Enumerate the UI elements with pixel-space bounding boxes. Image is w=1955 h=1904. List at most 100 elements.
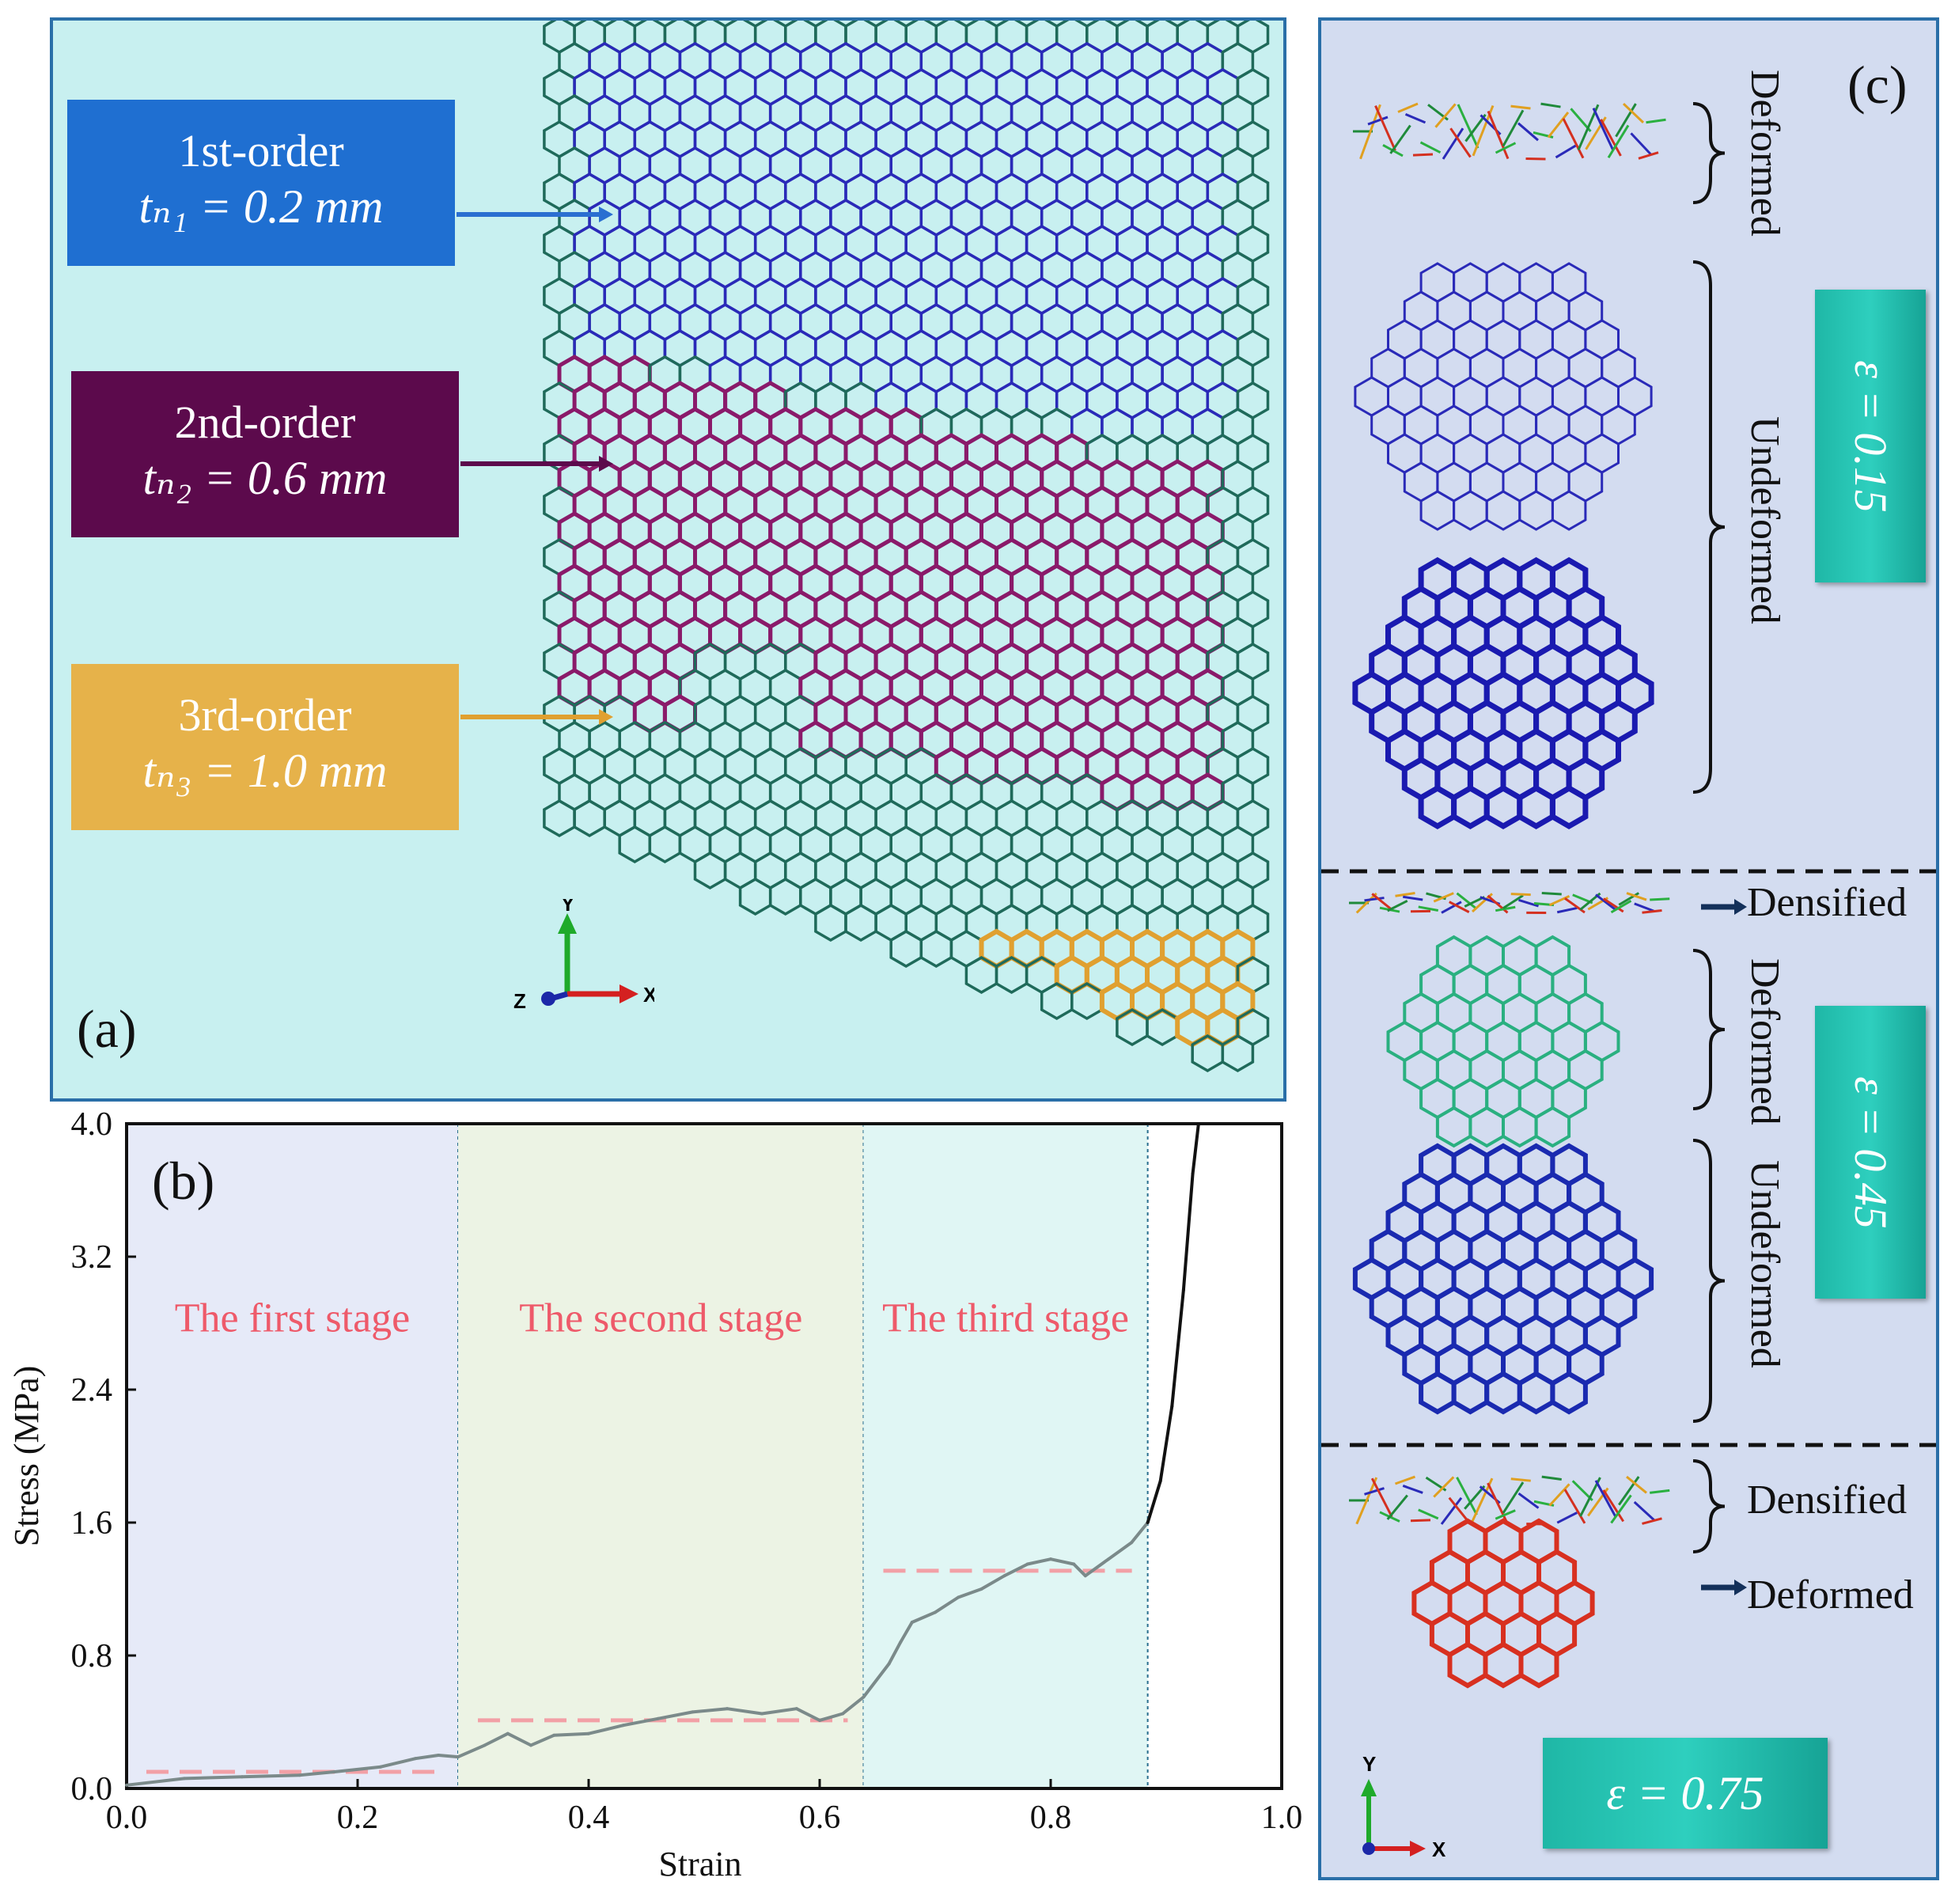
sample-cell xyxy=(1419,490,1456,531)
honeycomb-cell xyxy=(573,798,606,838)
sample-cell xyxy=(1453,490,1488,531)
section2-undeformed-label: Undeformed xyxy=(1742,1160,1787,1368)
section2-undeformed-brace xyxy=(1692,1139,1726,1423)
crushed-strut xyxy=(1634,902,1655,912)
crushed-strut xyxy=(1402,1485,1423,1494)
section2-undeformed-sample xyxy=(1352,1143,1654,1415)
curve-segment xyxy=(1083,1557,1110,1578)
honeycomb-cell xyxy=(1070,981,1104,1021)
curve-segment xyxy=(241,1773,301,1779)
strain-015-value: ε = 0.15 xyxy=(1844,359,1896,513)
crushed-strut xyxy=(1600,119,1622,157)
stage-region-3 xyxy=(863,1124,1148,1788)
sample-cell xyxy=(1451,784,1490,830)
sample-cell xyxy=(1483,784,1523,830)
crushed-strut xyxy=(1626,892,1647,901)
crushed-strut xyxy=(1646,118,1666,124)
sample-cell xyxy=(1518,490,1554,531)
honeycomb-cell xyxy=(964,955,998,995)
crushed-strut xyxy=(1562,118,1585,159)
curve-segment xyxy=(125,1777,186,1787)
sample-cell xyxy=(1549,784,1589,830)
honeycomb-cell xyxy=(618,825,652,864)
crushed-strut xyxy=(1650,897,1670,901)
crushed-strut xyxy=(1367,116,1389,126)
x-tick-label: 0.0 xyxy=(106,1800,148,1836)
curve-segment xyxy=(1107,1541,1134,1561)
curve-segment xyxy=(691,1707,729,1714)
crushed-strut xyxy=(1448,1496,1470,1523)
curve-segment xyxy=(899,1621,914,1644)
x-axis-label: X xyxy=(643,983,654,1007)
sample-cell xyxy=(1418,784,1457,830)
crushed-strut xyxy=(1441,901,1462,914)
x-axis-title: Strain xyxy=(658,1845,741,1883)
curve-segment xyxy=(910,1610,937,1624)
sample-cell xyxy=(1451,1371,1490,1415)
stress-strain-chart: The first stage The second stage The third… xyxy=(7,1106,1303,1883)
order-leader-arrowhead-3 xyxy=(599,709,613,725)
x-tick-label: 1.0 xyxy=(1261,1800,1303,1836)
axis-triad-a: Y X Z xyxy=(513,899,654,1013)
y-axis-title: Stress (MPa) xyxy=(7,1366,46,1547)
crushed-strut xyxy=(1386,1494,1408,1520)
honeycomb-cell xyxy=(648,825,682,864)
y-axis-label-c: Y xyxy=(1362,1754,1376,1776)
crushed-strut xyxy=(1394,1475,1416,1485)
crushed-strut xyxy=(1487,110,1510,160)
curve-segment xyxy=(1181,1172,1195,1291)
crushed-strut xyxy=(1374,104,1396,151)
crushed-strut xyxy=(1456,892,1478,910)
curve-segment xyxy=(818,1712,845,1722)
y-axis-arrowhead xyxy=(558,913,577,934)
section2-densified-sample xyxy=(1349,892,1670,914)
section2-densified-label: Densified xyxy=(1747,880,1908,925)
sample-cell xyxy=(1517,1371,1555,1415)
crushed-strut xyxy=(1464,113,1487,142)
crushed-strut xyxy=(1650,1489,1670,1494)
section1-undeformed-brace xyxy=(1692,260,1726,794)
x-axis-arrowhead xyxy=(619,984,638,1003)
honeycomb-structure xyxy=(457,21,1270,1073)
x-tick-label: 0.6 xyxy=(799,1800,841,1836)
curve-segment xyxy=(379,1757,417,1769)
strain-045-badge: ε = 0.45 xyxy=(1815,1006,1926,1299)
crushed-strut xyxy=(1602,897,1624,913)
x-axis-label-c: X xyxy=(1432,1838,1446,1861)
stage-region-2 xyxy=(458,1124,864,1788)
z-axis-label: Z xyxy=(513,989,526,1013)
curve-segment xyxy=(934,1595,960,1614)
crushed-strut xyxy=(1433,892,1454,903)
section2-densified-arrowhead xyxy=(1734,899,1747,915)
curve-segment xyxy=(332,1765,383,1773)
crushed-strut xyxy=(1397,102,1419,113)
crushed-strut xyxy=(1563,1489,1586,1524)
crushed-strut xyxy=(1442,127,1464,160)
stage-region-1 xyxy=(127,1124,459,1788)
section3-deformed-label: Deformed xyxy=(1747,1572,1914,1618)
sample-cell xyxy=(1534,1106,1571,1148)
crushed-strut xyxy=(1630,132,1652,156)
crushed-strut xyxy=(1433,1476,1455,1498)
first-order-title: 1st-order xyxy=(178,125,344,176)
axis-triad-c: Y X xyxy=(1361,1754,1446,1861)
sample-cell xyxy=(1551,490,1587,531)
section1-deformed-label: Deformed xyxy=(1742,70,1787,237)
stage-label-3: The third stage xyxy=(882,1296,1129,1341)
crushed-strut xyxy=(1642,1517,1662,1525)
honeycomb-cell xyxy=(1191,1034,1225,1073)
curve-segment xyxy=(183,1775,244,1781)
panel-a-letter: (a) xyxy=(77,999,137,1059)
y-axis-arrowhead-c xyxy=(1361,1779,1377,1796)
x-axis-arrowhead-c xyxy=(1410,1841,1426,1857)
crushed-strut xyxy=(1540,102,1561,108)
y-tick-label: 0.8 xyxy=(71,1638,113,1675)
y-tick-label: 4.0 xyxy=(71,1106,113,1143)
sample-cell xyxy=(1468,1106,1505,1148)
curve-segment xyxy=(587,1724,625,1735)
crushed-strut xyxy=(1495,142,1517,154)
y-tick-label: 3.2 xyxy=(71,1239,113,1276)
crushed-strut xyxy=(1502,894,1524,909)
crushed-strut xyxy=(1395,892,1415,897)
crushed-strut xyxy=(1502,109,1525,147)
